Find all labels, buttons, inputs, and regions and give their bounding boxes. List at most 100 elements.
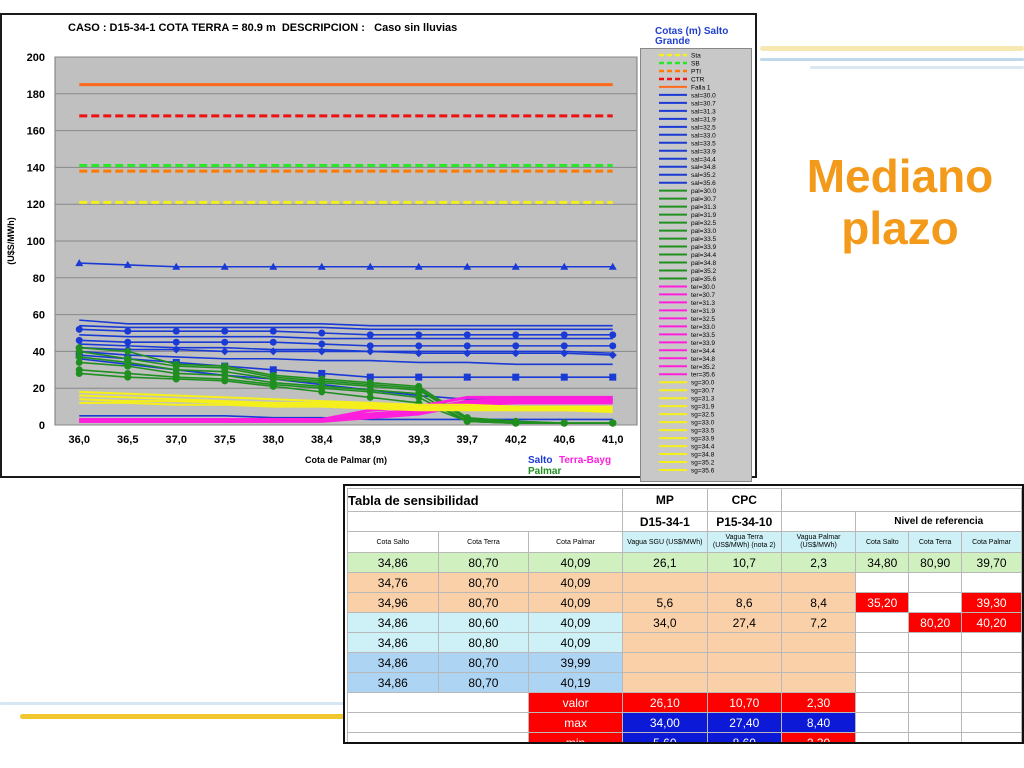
marker-circle (366, 342, 374, 350)
cell: 34,86 (347, 632, 439, 653)
cell: 10,7 (706, 552, 782, 573)
mp-header: MP (621, 488, 708, 512)
cell (908, 672, 963, 693)
legend-entry-label: sg=33.0 (691, 420, 715, 427)
cell (706, 652, 782, 673)
cell: 8,40 (780, 712, 857, 733)
summary-row: valor 26,10 10,70 2,30 (346, 692, 1022, 713)
x-tick-label: 37,0 (166, 434, 187, 446)
marker-circle (124, 338, 132, 346)
col-header-ref-cota-palmar: Cota Palmar (961, 531, 1022, 553)
col-header-cota-terra: Cota Terra (437, 531, 530, 553)
decor-stripe-top-3 (810, 66, 1024, 69)
marker-diamond (511, 349, 520, 358)
cell: 5,6 (621, 592, 708, 613)
marker-triangle (269, 262, 278, 270)
marker-circle (269, 382, 277, 390)
table-row: 34,86 80,70 40,19 (347, 672, 1022, 693)
cell (346, 732, 530, 742)
legend-entry-label: ter=35.6 (691, 372, 715, 379)
col-header-vagua-sgu: Vagua SGU (US$/MWh) (621, 531, 708, 553)
marker-diamond (414, 349, 423, 358)
series-line (79, 324, 613, 331)
cell (961, 572, 1022, 593)
cell (855, 712, 910, 733)
cell: 39,99 (528, 652, 623, 673)
marker-circle (415, 342, 423, 350)
col-header-cota-palmar: Cota Palmar (528, 531, 623, 553)
legend-entry-label: sg=33.5 (691, 428, 715, 435)
legend-entry-label: ter=32.5 (691, 316, 715, 323)
cell (855, 632, 910, 653)
x-tick-label: 36,5 (117, 434, 138, 446)
slide-title-line2: plazo (841, 202, 959, 254)
marker-circle (318, 388, 326, 396)
legend-entry-label: sg=35.2 (691, 460, 715, 467)
cell (961, 732, 1022, 742)
cell: 8,60 (706, 732, 782, 742)
cell (621, 572, 708, 593)
series-line (79, 401, 613, 414)
cell (706, 632, 782, 653)
legend-entry-label: Sta (691, 53, 701, 60)
cell: 26,10 (621, 692, 708, 713)
cell: 40,09 (528, 552, 623, 573)
legend-entry-label: ter=31.3 (691, 300, 715, 307)
y-tick-label: 40 (33, 346, 45, 358)
marker-circle (172, 338, 180, 346)
marker-square (560, 373, 568, 381)
legend-entry-label: sg=31.9 (691, 404, 715, 411)
cell (908, 592, 963, 613)
marker-circle (609, 419, 617, 427)
cell: 40,19 (528, 672, 623, 693)
cell (855, 652, 910, 673)
cpc-case: P15-34-10 (706, 511, 782, 532)
marker-square (512, 373, 520, 381)
legend-entry-label: sg=34.8 (691, 452, 715, 459)
marker-diamond (220, 347, 229, 356)
chart-panel: 0 20 40 60 80 100 120 140 160 180 200 36,0 36,5 37,0 3… (0, 13, 757, 482)
marker-circle (463, 417, 471, 425)
summary-label: valor (528, 692, 623, 713)
series-label-palmar: Palmar (528, 466, 561, 476)
marker-triangle (220, 262, 229, 270)
cell: 5,60 (621, 732, 708, 742)
legend-entry-label: SB (691, 60, 700, 67)
y-tick-label: 80 (33, 273, 45, 285)
cell: 34,76 (347, 572, 439, 593)
cell (908, 692, 963, 713)
marker-diamond (463, 349, 472, 358)
legend-entry-label: PTI (691, 68, 701, 75)
cell: 34,00 (621, 712, 708, 733)
cell: 34,86 (347, 612, 439, 633)
y-tick-label: 60 (33, 310, 45, 322)
marker-triangle (608, 262, 617, 270)
marker-triangle (75, 259, 84, 267)
decor-stripe-bottom-2 (0, 702, 345, 705)
col-header-cota-salto: Cota Salto (347, 531, 439, 553)
marker-circle (366, 331, 374, 339)
marker-circle (560, 342, 568, 350)
legend-entry-label: sg=32.5 (691, 412, 715, 419)
line-chart: 0 20 40 60 80 100 120 140 160 180 200 36,0 36,5 37,0 3… (6, 52, 638, 476)
legend-entry-label: pal=33.9 (691, 244, 717, 251)
marker-diamond (608, 351, 617, 360)
cell (961, 632, 1022, 653)
cell: 34,0 (621, 612, 708, 633)
marker-circle (560, 419, 568, 427)
legend-title: Cotas (m) Salto Grande (655, 26, 729, 47)
legend-entry-label: pal=34.8 (691, 260, 717, 267)
marker-circle (75, 347, 83, 355)
cell: 7,2 (780, 612, 857, 633)
x-tick-label: 40,6 (554, 434, 575, 446)
series-line (79, 334, 613, 340)
cell: 34,80 (855, 552, 910, 573)
x-tick-label: 37,5 (214, 434, 235, 446)
legend-entry-label: pal=30.7 (691, 196, 717, 203)
series-line (79, 343, 613, 355)
col-header-ref-cota-salto: Cota Salto (855, 531, 910, 553)
slide-title-line1: Mediano (806, 150, 994, 202)
table-row: 34,86 80,60 40,09 34,0 27,4 7,2 80,20 40… (347, 612, 1022, 633)
cell (706, 672, 782, 693)
marker-circle (318, 340, 326, 348)
